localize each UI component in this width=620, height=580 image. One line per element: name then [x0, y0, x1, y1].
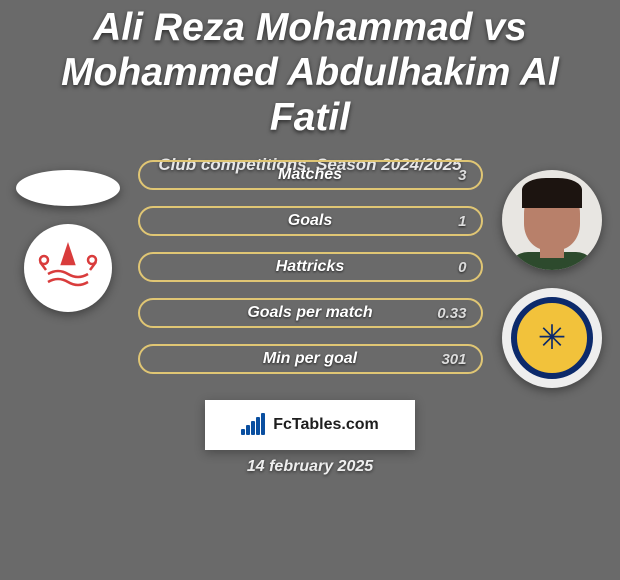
stats-list: Matches 3 Goals 1 Hattricks 0 Goals per …: [138, 160, 483, 374]
stat-value: 301: [441, 351, 466, 368]
stat-label: Hattricks: [276, 258, 344, 276]
stat-value: 3: [458, 167, 466, 184]
date-text: 14 february 2025: [0, 458, 620, 476]
stat-value: 0.33: [437, 305, 466, 322]
page-title: Ali Reza Mohammad vs Mohammed Abdulhakim…: [0, 0, 620, 141]
stat-label: Goals per match: [247, 304, 372, 322]
stat-row: Min per goal 301: [138, 344, 483, 374]
stat-label: Goals: [288, 212, 332, 230]
stats-section: Matches 3 Goals 1 Hattricks 0 Goals per …: [0, 160, 620, 374]
branding-text: FcTables.com: [273, 416, 379, 434]
branding-bars-icon: [241, 413, 265, 437]
stat-row: Matches 3: [138, 160, 483, 190]
branding-badge: FcTables.com: [205, 400, 415, 450]
comparison-card: Ali Reza Mohammad vs Mohammed Abdulhakim…: [0, 0, 620, 580]
stat-value: 1: [458, 213, 466, 230]
stat-value: 0: [458, 259, 466, 276]
stat-row: Goals 1: [138, 206, 483, 236]
stat-label: Matches: [278, 166, 342, 184]
stat-label: Min per goal: [263, 350, 357, 368]
stat-row: Goals per match 0.33: [138, 298, 483, 328]
stat-row: Hattricks 0: [138, 252, 483, 282]
